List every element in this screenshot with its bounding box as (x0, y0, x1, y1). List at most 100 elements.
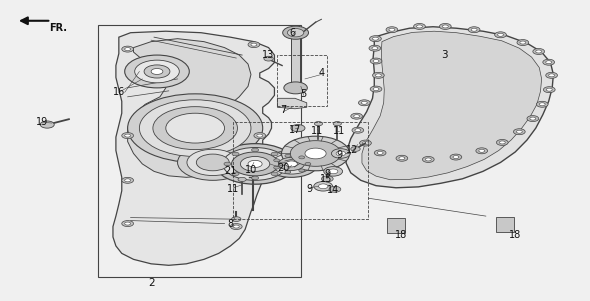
Circle shape (248, 160, 262, 167)
Circle shape (471, 28, 477, 31)
Circle shape (336, 151, 346, 156)
Circle shape (539, 103, 545, 106)
Circle shape (232, 217, 241, 222)
Circle shape (122, 177, 133, 183)
Circle shape (372, 72, 384, 78)
Bar (387, 218, 405, 233)
Circle shape (549, 74, 555, 77)
Text: FR.: FR. (50, 23, 67, 33)
Circle shape (166, 113, 225, 143)
Text: 18: 18 (395, 231, 407, 240)
Circle shape (284, 82, 307, 94)
Circle shape (314, 182, 333, 191)
Circle shape (453, 156, 459, 159)
Circle shape (417, 25, 422, 28)
Circle shape (354, 115, 359, 118)
Circle shape (370, 86, 382, 92)
Circle shape (351, 147, 360, 151)
Circle shape (232, 172, 239, 175)
Circle shape (265, 150, 318, 177)
Circle shape (450, 154, 462, 160)
Bar (291, 34, 300, 88)
Polygon shape (362, 31, 542, 180)
Circle shape (496, 139, 508, 145)
Text: 7: 7 (280, 105, 286, 115)
Circle shape (517, 39, 529, 45)
Circle shape (232, 152, 278, 176)
Text: 18: 18 (509, 231, 522, 240)
Circle shape (536, 50, 542, 53)
Text: 9: 9 (336, 150, 342, 160)
Text: 5: 5 (301, 89, 307, 99)
Circle shape (251, 148, 258, 152)
Polygon shape (277, 98, 307, 109)
Circle shape (396, 155, 408, 161)
Text: 21: 21 (224, 166, 237, 176)
Circle shape (248, 42, 260, 48)
Circle shape (231, 224, 242, 230)
Circle shape (178, 144, 248, 180)
Circle shape (372, 47, 378, 50)
Circle shape (291, 125, 305, 132)
Text: 6: 6 (289, 28, 295, 38)
Text: 2: 2 (148, 278, 155, 288)
Polygon shape (346, 27, 553, 188)
Circle shape (422, 157, 434, 163)
Circle shape (151, 69, 163, 74)
Text: 15: 15 (320, 174, 332, 184)
Polygon shape (113, 31, 274, 265)
Polygon shape (127, 39, 251, 177)
Circle shape (352, 127, 363, 133)
Text: 9: 9 (307, 184, 313, 194)
Text: 16: 16 (113, 87, 125, 97)
Circle shape (153, 107, 237, 150)
Circle shape (283, 26, 309, 39)
Circle shape (375, 74, 381, 77)
Circle shape (476, 148, 487, 154)
Circle shape (274, 166, 280, 169)
Circle shape (122, 221, 133, 227)
Bar (99, 25, 301, 277)
Circle shape (377, 151, 383, 154)
Circle shape (546, 88, 552, 91)
Circle shape (479, 149, 484, 152)
Circle shape (139, 100, 251, 157)
Circle shape (329, 169, 338, 174)
Circle shape (527, 116, 539, 122)
Circle shape (332, 149, 350, 158)
Text: 11: 11 (227, 184, 240, 194)
Circle shape (223, 147, 287, 180)
Circle shape (215, 144, 295, 184)
Circle shape (274, 159, 280, 162)
Circle shape (232, 152, 239, 156)
Circle shape (187, 149, 238, 175)
Bar (496, 217, 514, 231)
Text: 8: 8 (227, 219, 234, 228)
Circle shape (386, 27, 398, 33)
Text: 12: 12 (346, 145, 359, 156)
Circle shape (196, 154, 230, 171)
Circle shape (305, 148, 326, 159)
Circle shape (224, 162, 231, 166)
Circle shape (290, 141, 341, 166)
Circle shape (122, 133, 133, 138)
Circle shape (359, 140, 371, 146)
Circle shape (264, 56, 273, 61)
Circle shape (513, 129, 525, 135)
Circle shape (362, 141, 368, 144)
Circle shape (124, 55, 189, 88)
Circle shape (135, 60, 179, 83)
Circle shape (271, 152, 278, 156)
Circle shape (251, 176, 258, 180)
Circle shape (333, 122, 342, 126)
Text: 19: 19 (37, 117, 48, 127)
Text: 3: 3 (441, 50, 448, 60)
Circle shape (251, 43, 257, 46)
Circle shape (369, 36, 381, 42)
Circle shape (305, 163, 311, 166)
Circle shape (144, 65, 170, 78)
Circle shape (543, 59, 555, 65)
Text: 11: 11 (333, 126, 345, 136)
Circle shape (322, 176, 333, 182)
Circle shape (358, 100, 370, 106)
